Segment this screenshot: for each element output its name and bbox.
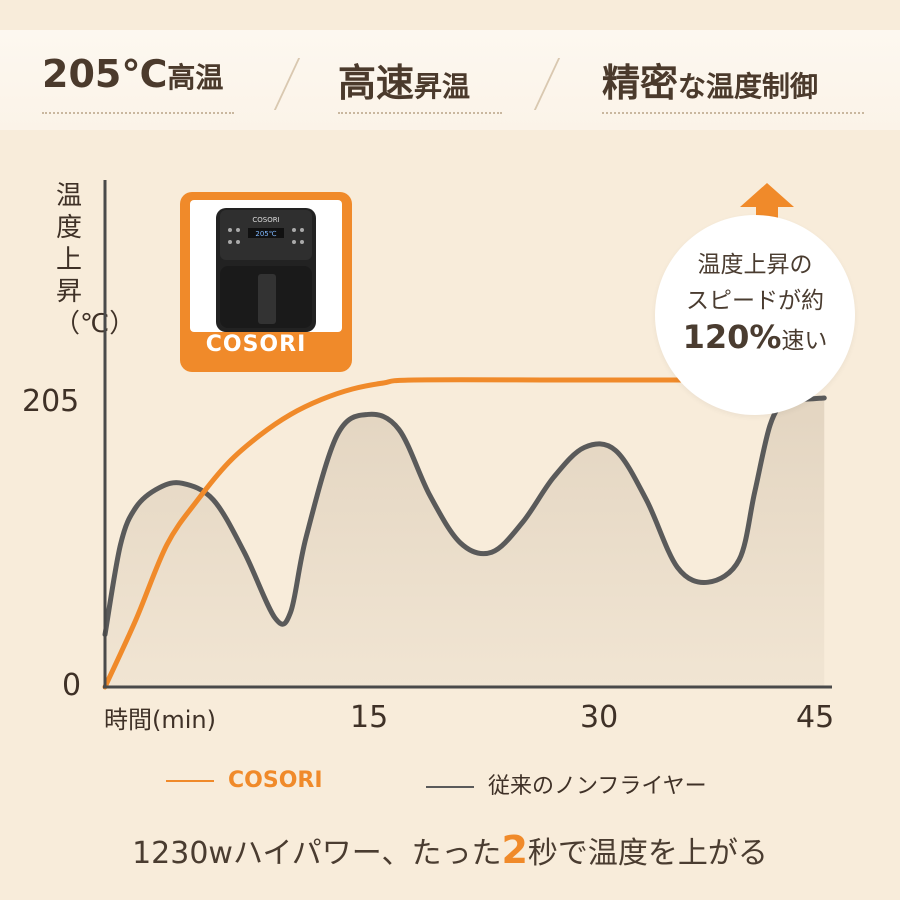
feature-fast-heating-big: 高速 xyxy=(338,61,415,105)
bubble-line1: 温度上昇の xyxy=(697,252,813,278)
badge-tail xyxy=(316,340,338,362)
feature-fast-heating: 高速昇温 xyxy=(338,52,502,114)
footer-post: 秒で温度を上がる xyxy=(527,836,768,871)
feature-underline xyxy=(602,112,864,114)
device-display: 205℃ xyxy=(255,230,276,238)
footer-pre: 1230wハイパワー、たった xyxy=(132,836,502,871)
feature-precise-control: 精密な温度制御 xyxy=(602,52,864,114)
svg-text:COSORI: COSORI xyxy=(252,216,279,224)
feature-high-temp-small: 高温 xyxy=(167,61,224,94)
x-tick-label: 15 xyxy=(350,700,389,735)
feature-banner: 205℃高温 高速昇温 精密な温度制御 xyxy=(0,30,900,130)
legend-item-cosori: COSORI xyxy=(166,768,323,793)
bubble-line2: スピードが約 xyxy=(686,288,824,314)
bubble-percent: 120% xyxy=(682,318,782,356)
footer-emphasis: 2 xyxy=(501,828,528,872)
product-image: COSORI 205℃ xyxy=(190,200,342,332)
feature-precise-control-big: 精密 xyxy=(602,61,679,105)
air-fryer-icon: COSORI 205℃ xyxy=(216,208,316,332)
legend-swatch xyxy=(166,780,214,782)
feature-high-temp-big: 205℃ xyxy=(42,52,168,96)
bubble-suffix: 速い xyxy=(781,328,828,354)
y-tick-label: 0 xyxy=(62,668,82,703)
arrow-up-icon xyxy=(740,183,794,229)
x-tick-label: 45 xyxy=(796,700,835,735)
product-badge: COSORI 205℃ COSORI xyxy=(180,192,352,372)
conventional-area-fill xyxy=(105,397,825,687)
legend-label: 従来のノンフライヤー xyxy=(488,774,707,799)
feature-precise-control-small: な温度制御 xyxy=(678,70,819,103)
feature-underline xyxy=(338,112,502,114)
legend-swatch xyxy=(426,786,474,788)
product-label: COSORI xyxy=(205,332,307,357)
feature-high-temp: 205℃高温 xyxy=(42,52,234,114)
y-tick-label: 205 xyxy=(22,384,80,419)
speed-bubble: 温度上昇の スピードが約 120%速い xyxy=(655,215,855,415)
legend-label: COSORI xyxy=(228,768,323,793)
x-axis-label: 時間(min) xyxy=(104,706,216,734)
feature-underline xyxy=(42,112,234,114)
x-tick-label: 30 xyxy=(580,700,619,735)
legend-item-conventional: 従来のノンフライヤー xyxy=(426,768,707,800)
feature-fast-heating-small: 昇温 xyxy=(414,70,471,103)
series-line-cosori xyxy=(102,377,696,690)
footer-caption: 1230wハイパワー、たった2秒で温度を上がる xyxy=(0,828,900,872)
